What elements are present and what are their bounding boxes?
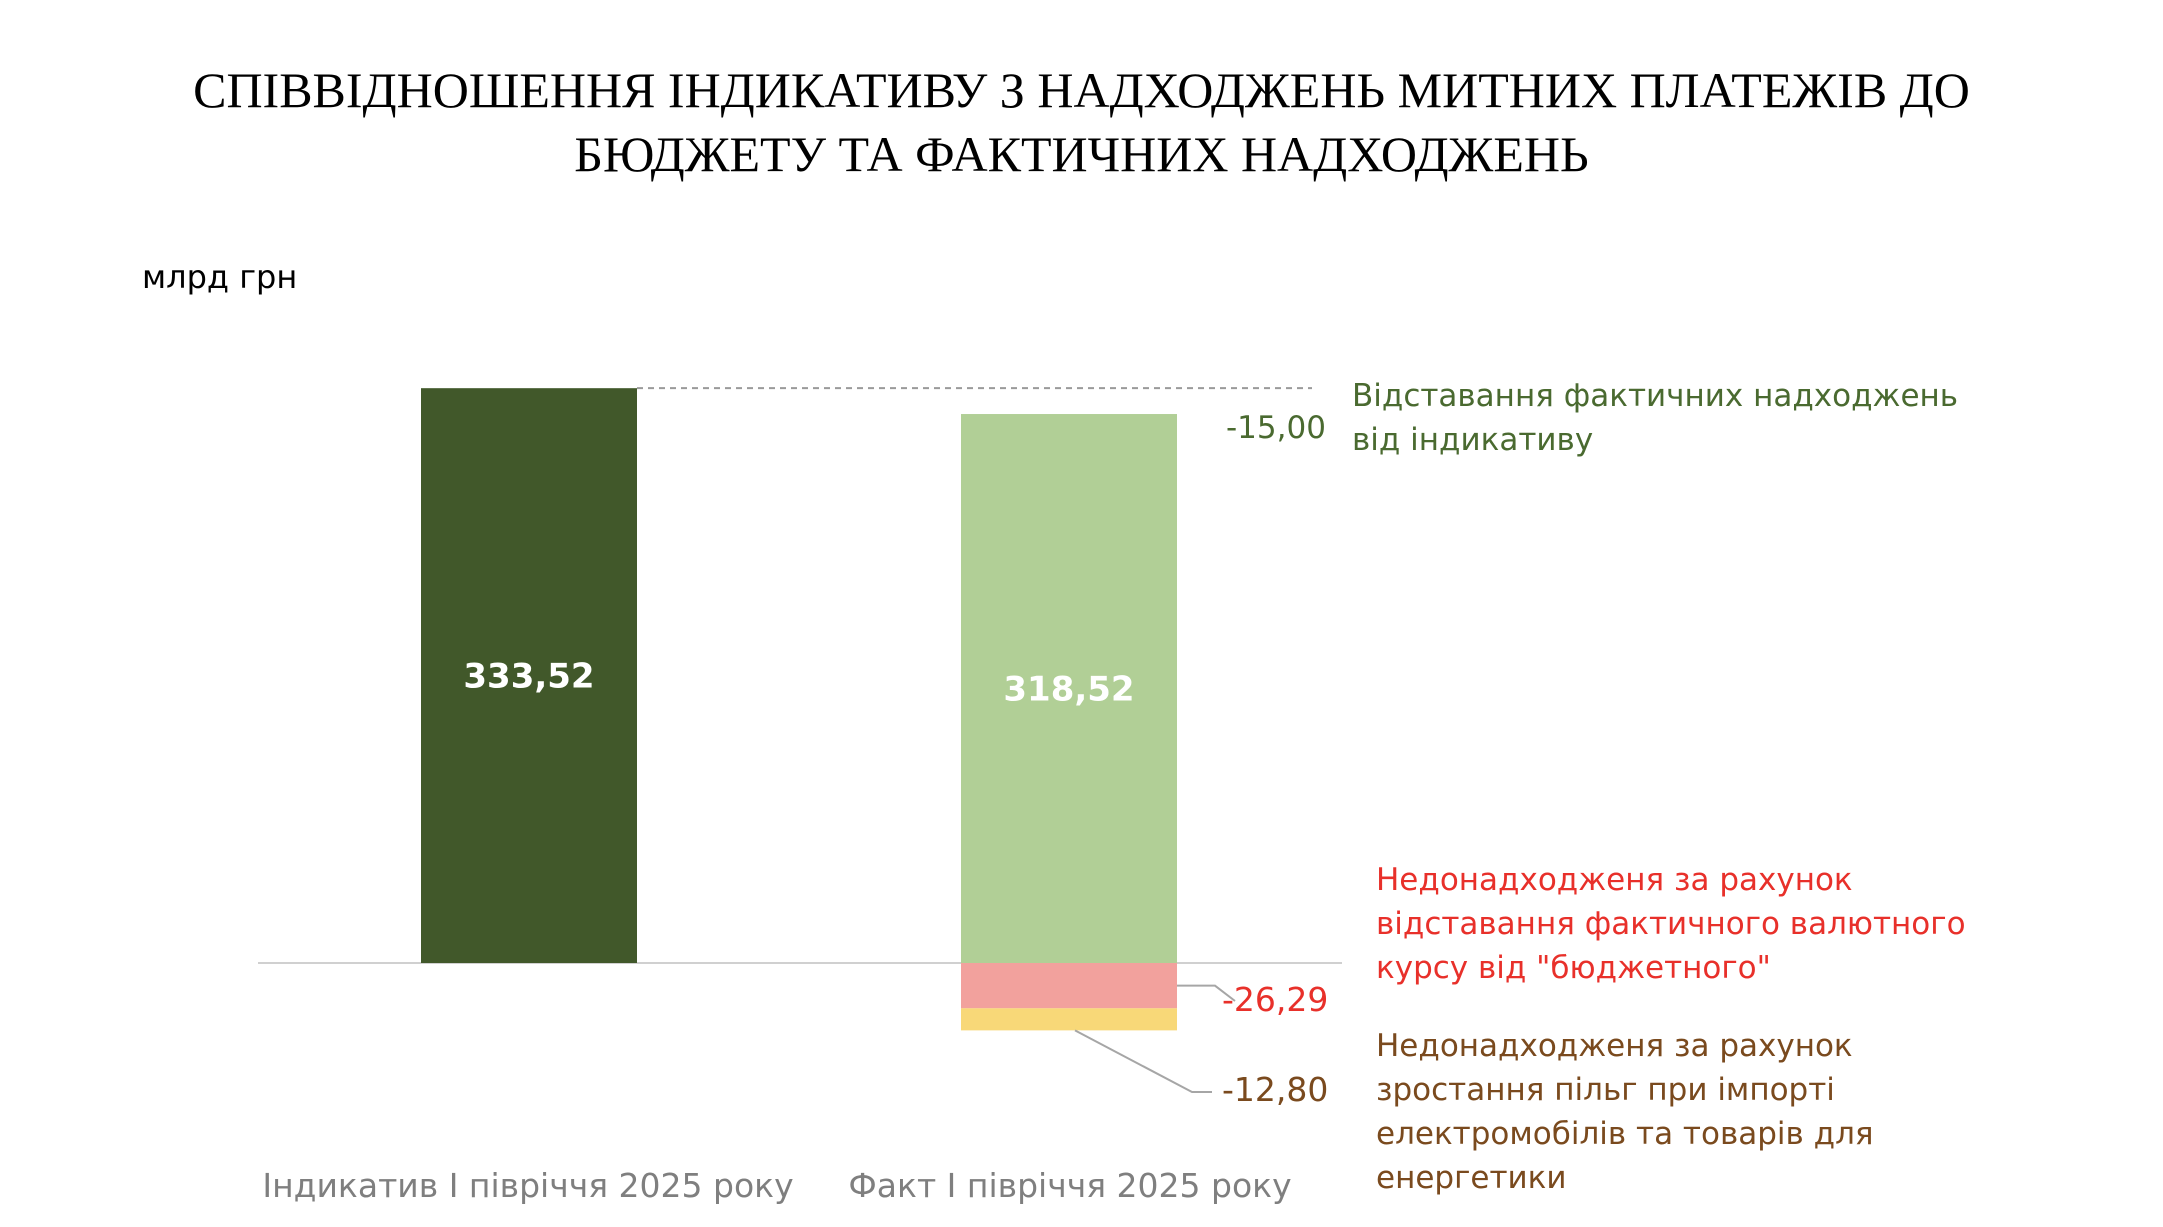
unit-label: млрд грн: [142, 258, 298, 296]
annotation-gap: Відставання фактичних надходжень від інд…: [1352, 374, 1958, 462]
bar-indicative: [421, 388, 637, 963]
leader-line-rate: [1177, 984, 1236, 1002]
chart-title-line-2: БЮДЖЕТУ ТА ФАКТИЧНИХ НАДХОДЖЕНЬ: [574, 126, 1589, 182]
chart-title-line-1: СПІВВІДНОШЕННЯ ІНДИКАТИВУ З НАДХОДЖЕНЬ М…: [193, 62, 1970, 118]
category-label-1: Індикатив І півріччя 2025 року: [262, 1166, 793, 1205]
benefit-shortfall-value-label: -12,80: [1222, 1070, 1328, 1109]
annotation-rate-shortfall: Недонадходженя за рахунок відставання фа…: [1376, 858, 1966, 990]
annotation-benefit-shortfall: Недонадходженя за рахунок зростання піль…: [1376, 1024, 1874, 1200]
annotation-benefit-line-1: Недонадходженя за рахунок: [1376, 1028, 1853, 1064]
category-label-2: Факт І півріччя 2025 року: [848, 1166, 1291, 1205]
annotation-benefit-line-3: електромобілів та товарів для: [1376, 1116, 1874, 1152]
leader-line-benefit: [1074, 1029, 1212, 1093]
data-label-indicative: 333,52: [463, 657, 594, 697]
gap-value-label: -15,00: [1226, 410, 1326, 446]
annotation-gap-line-2: від індикативу: [1352, 422, 1594, 458]
rate-shortfall-value-label: -26,29: [1222, 980, 1328, 1019]
annotation-rate-line-3: курсу від "бюджетного": [1376, 950, 1771, 986]
annotation-gap-line-1: Відставання фактичних надходжень: [1352, 378, 1959, 414]
bar-fact: [961, 414, 1177, 964]
annotation-benefit-line-2: зростання пільг при імпорті: [1376, 1072, 1835, 1108]
chart-title: СПІВВІДНОШЕННЯ ІНДИКАТИВУ З НАДХОДЖЕНЬ М…: [0, 58, 2163, 186]
bar-benefit_shortfall: [961, 1008, 1177, 1031]
annotation-benefit-line-4: енергетики: [1376, 1160, 1567, 1196]
annotation-rate-line-1: Недонадходженя за рахунок: [1376, 862, 1853, 898]
bar-rate_shortfall: [961, 963, 1177, 1009]
annotation-rate-line-2: відставання фактичного валютного: [1376, 906, 1966, 942]
data-label-fact: 318,52: [1003, 670, 1134, 710]
